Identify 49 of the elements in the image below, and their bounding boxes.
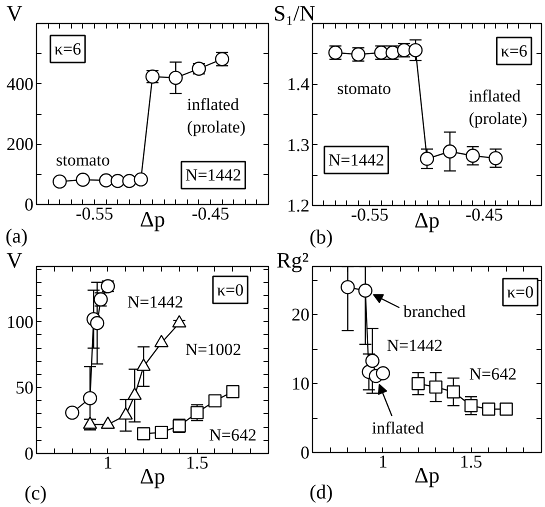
x-tick-label: -0.55 [76,204,114,224]
x-tick-label: 1.5 [186,452,208,472]
annotation: N=1002 [185,340,242,360]
y-tick-label: 100 [6,312,34,332]
y-tick-label: 1.2 [287,196,310,216]
annotation: N=1442 [127,292,184,312]
annotation: N=1442 [185,166,242,185]
y-axis-title: Rg² [276,248,310,272]
y-tick-label: 0 [24,444,34,464]
annotation: N=642 [209,425,256,444]
annotation: κ=0 [216,280,244,300]
x-axis-title: Δp [414,208,440,232]
y-axis-title: V [6,248,22,272]
annotation: N=1442 [328,150,384,170]
annotation: inflated [372,418,424,438]
annotation: N=642 [469,364,517,384]
annotation: inflated (prolate) [468,86,528,128]
y-axis-title: V [6,0,22,26]
x-axis-title: Δp [414,462,440,488]
x-tick-label: 1 [103,452,112,472]
x-tick-label: 1.5 [460,452,482,472]
text: (b) [310,226,333,248]
annotation: κ=6 [54,39,82,58]
y-tick-label: 20 [292,304,310,325]
annotation: κ=6 [500,42,528,61]
annotation: branched [403,302,466,322]
y-tick-label: 0 [24,194,34,214]
annotation: stomato [337,78,391,98]
y-axis-title: S₁/N [274,0,316,26]
x-tick-label: -0.55 [351,204,389,224]
x-tick-label: -0.45 [192,204,230,224]
x-tick-label: 1 [378,452,388,472]
text: (a) [6,226,28,248]
y-tick-label: 1.3 [287,134,310,155]
y-tick-label: 200 [6,134,34,154]
x-axis-title: Δp [140,206,166,232]
text: (d) [310,482,333,504]
x-tick-label: -0.45 [466,204,504,224]
annotation: κ=0 [506,282,534,302]
x-axis-title: Δp [140,464,166,488]
y-tick-label: 400 [6,74,34,94]
annotation: inflated (prolate) [187,94,246,137]
annotation: N=1442 [386,336,443,356]
y-tick-label: 0 [300,442,310,462]
annotation: stomato [56,150,110,170]
y-tick-label: 50 [16,378,34,398]
y-tick-label: 1.4 [287,74,310,94]
text: (c) [24,482,47,504]
y-tick-label: 10 [292,374,310,394]
